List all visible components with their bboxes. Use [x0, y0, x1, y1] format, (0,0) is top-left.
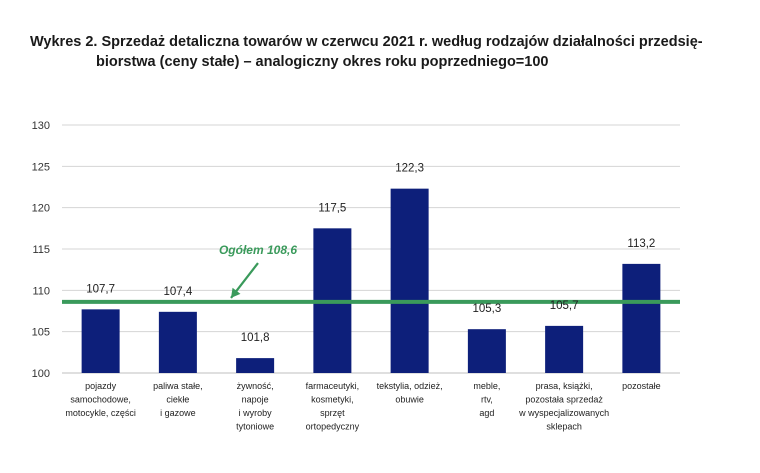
- y-tick-label: 120: [32, 203, 50, 215]
- x-tick-label-6: w wyspecjalizowanych: [518, 408, 609, 418]
- x-tick-label-3: farmaceutyki,: [306, 381, 360, 391]
- chart-title: Wykres 2. Sprzedaż detaliczna towarów w …: [30, 32, 720, 72]
- bar-7: [622, 263, 661, 373]
- data-label-5: 105,3: [472, 303, 501, 315]
- x-tick-label-1: ciekłe: [166, 395, 189, 405]
- x-tick-label-2: i wyroby: [239, 408, 273, 418]
- y-tick-label: 125: [32, 161, 50, 173]
- x-tick-label-6: sklepach: [546, 422, 582, 432]
- x-tick-label-0: motocykle, części: [65, 408, 136, 418]
- x-tick-label-6: prasa, książki,: [536, 381, 593, 391]
- data-label-4: 122,3: [395, 163, 424, 175]
- y-axis-ticks: 100 105 110 115 120 125 130: [32, 120, 50, 380]
- reference-label: Ogółem 108,6: [219, 243, 297, 257]
- data-label-1: 107,4: [163, 286, 192, 298]
- reference-arrowhead: [231, 287, 241, 298]
- x-tick-label-4: obuwie: [395, 395, 424, 405]
- bar-6: [545, 325, 584, 373]
- data-label-0: 107,7: [86, 283, 115, 295]
- x-tick-label-6: pozostała sprzedaż: [525, 395, 603, 405]
- x-tick-label-5: agd: [479, 408, 494, 418]
- title-line-1: Wykres 2. Sprzedaż detaliczna towarów w …: [30, 34, 703, 50]
- x-tick-label-5: rtv,: [481, 395, 493, 405]
- data-label-7: 113,2: [627, 238, 655, 250]
- x-tick-label-2: napoje: [242, 395, 269, 405]
- bar-4: [390, 188, 429, 373]
- x-tick-label-7: pozostałe: [622, 381, 661, 391]
- x-tick-label-0: samochodowe,: [70, 395, 131, 405]
- x-tick-label-4: tekstylia, odzież,: [377, 381, 443, 391]
- reference-line-group: Ogółem 108,6: [62, 243, 680, 304]
- x-tick-label-3: kosmetyki,: [311, 395, 354, 405]
- bar-2: [236, 358, 275, 373]
- y-tick-label: 115: [32, 244, 50, 256]
- bar-5: [467, 329, 506, 373]
- x-tick-label-0: pojazdy: [85, 381, 117, 391]
- bar-1: [158, 311, 197, 373]
- x-tick-label-5: meble,: [473, 381, 500, 391]
- x-tick-label-2: tytoniowe: [236, 422, 274, 432]
- gridlines: [62, 124, 680, 374]
- x-tick-label-3: ortopedyczny: [306, 422, 360, 432]
- y-tick-label: 110: [32, 285, 50, 297]
- category-labels: pojazdy samochodowe, motocykle, części pali…: [65, 381, 660, 432]
- x-tick-label-2: żywność,: [237, 381, 274, 391]
- data-label-6: 105,7: [550, 300, 579, 312]
- value-labels: 107,7 107,4 101,8 117,5 122,3 105,3 105,7 113,2: [86, 163, 655, 344]
- title-line-2: biorstwa (ceny stałe) – analogiczny okre…: [96, 54, 549, 70]
- data-label-2: 101,8: [241, 332, 270, 344]
- y-tick-label: 105: [32, 327, 50, 339]
- y-tick-label: 100: [32, 368, 50, 380]
- bars: [81, 188, 661, 373]
- data-label-3: 117,5: [318, 202, 346, 214]
- x-tick-label-3: sprzęt: [320, 408, 345, 418]
- x-tick-label-1: i gazowe: [160, 408, 196, 418]
- y-tick-label: 130: [32, 120, 50, 132]
- x-tick-label-1: paliwa stałe,: [153, 381, 203, 391]
- bar-0: [81, 309, 120, 373]
